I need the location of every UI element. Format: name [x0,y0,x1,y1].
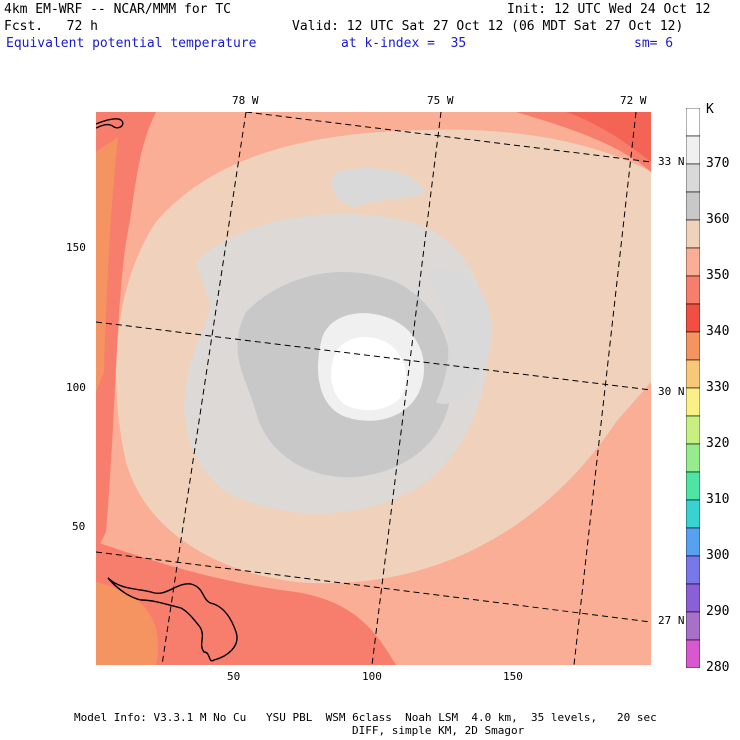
colorbar-swatch [686,191,700,221]
x-tick-150: 150 [503,670,523,683]
y-tick-150: 150 [66,241,86,254]
colorbar-label: 360 [706,212,730,227]
lat-label-27n: 27 N [658,614,685,627]
y-tick-50: 50 [72,520,86,533]
colorbar-swatch [686,247,700,277]
colorbar-swatch [686,611,700,641]
colorbar-swatch [686,331,700,361]
colorbar [686,108,700,668]
colorbar-swatch [686,303,700,333]
model-info-diff: DIFF, simple KM, 2D Smagor [352,724,525,737]
colorbar-swatch [686,135,700,165]
init-time: Init: 12 UTC Wed 24 Oct 12 [507,2,711,17]
colorbar-swatch [686,527,700,557]
lon-label-72w: 72 W [620,94,647,107]
smoothing-info: sm= 6 [634,36,674,51]
colorbar-swatch [686,471,700,501]
colorbar-unit: K [706,102,714,117]
lon-label-78w: 78 W [232,94,259,107]
colorbar-label: 370 [706,156,730,171]
colorbar-swatch [686,163,700,193]
x-tick-50: 50 [227,670,241,683]
colorbar-label: 310 [706,492,730,507]
colorbar-swatch [686,583,700,613]
colorbar-swatch [686,499,700,529]
colorbar-swatch [686,359,700,389]
level-info: at k-index = 35 [341,36,467,51]
y-tick-100: 100 [66,381,86,394]
colorbar-swatch [686,443,700,473]
colorbar-label: 340 [706,324,730,339]
valid-time: Valid: 12 UTC Sat 27 Oct 12 (06 MDT Sat … [292,19,684,34]
forecast-hour: Fcst. 72 h [4,19,98,34]
field-name: Equivalent potential temperature [6,36,257,51]
colorbar-swatch [686,387,700,417]
colorbar-swatch [686,108,700,137]
lat-label-30n: 30 N [658,385,685,398]
colorbar-label: 280 [706,660,730,675]
lat-label-33n: 33 N [658,155,685,168]
colorbar-label: 350 [706,268,730,283]
model-title: 4km EM-WRF -- NCAR/MMM for TC [4,2,231,17]
model-info: Model Info: V3.3.1 M No Cu YSU PBL WSM 6… [74,711,657,724]
colorbar-label: 330 [706,380,730,395]
colorbar-swatch [686,275,700,305]
colorbar-swatch [686,555,700,585]
x-tick-100: 100 [362,670,382,683]
colorbar-label: 300 [706,548,730,563]
colorbar-label: 290 [706,604,730,619]
theta-e-map [96,112,651,665]
colorbar-swatch [686,219,700,249]
colorbar-label: 320 [706,436,730,451]
colorbar-swatch [686,639,700,668]
colorbar-swatch [686,415,700,445]
lon-label-75w: 75 W [427,94,454,107]
